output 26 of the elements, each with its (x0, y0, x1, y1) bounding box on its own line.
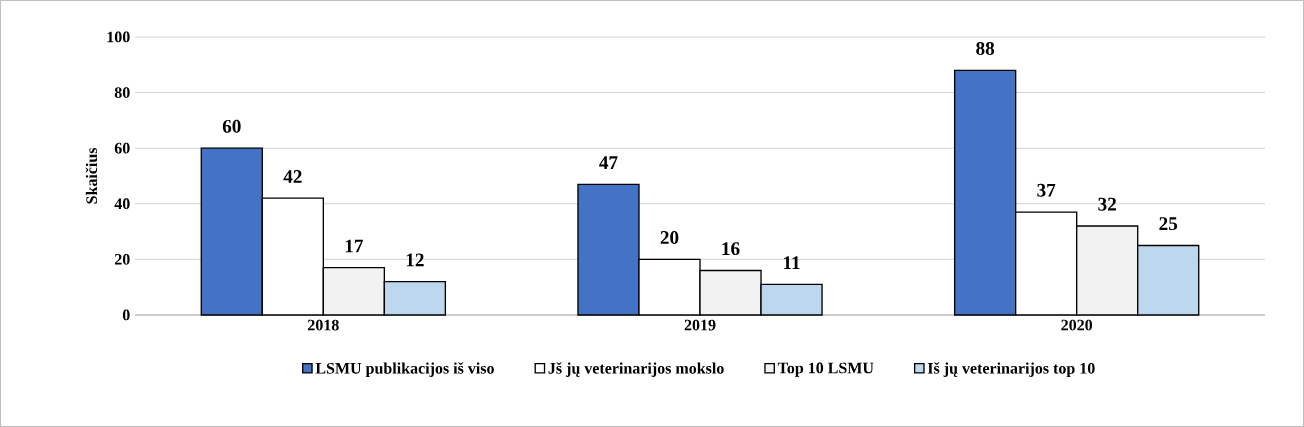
x-tick-label: 2018 (308, 319, 339, 331)
y-tick-label: 60 (114, 142, 130, 154)
y-tick-label: 80 (114, 87, 130, 98)
data-label: 11 (784, 256, 800, 270)
legend-label: Top 10 LSMU (777, 362, 874, 377)
data-label: 47 (599, 156, 618, 169)
legend-label: Jš jų veterinarijos mokslo (548, 362, 724, 377)
data-label: 60 (222, 119, 241, 133)
legend-label: LSMU publikacijos iš viso (315, 362, 494, 377)
y-tick-label: 100 (107, 31, 130, 43)
data-label: 88 (976, 42, 995, 55)
x-tick-label: 2020 (1061, 319, 1093, 331)
legend-label: Iš jų veterinarijos top 10 (927, 362, 1095, 377)
data-label: 25 (1159, 217, 1178, 231)
data-label: 16 (722, 242, 740, 256)
x-tick-label: 2019 (684, 319, 716, 331)
y-tick-label: 20 (114, 253, 130, 265)
y-axis-title: Skaičius (85, 147, 98, 204)
data-label: 12 (406, 253, 424, 267)
data-label: 37 (1037, 183, 1056, 197)
data-label: 20 (660, 231, 679, 245)
data-label: 32 (1098, 197, 1116, 211)
y-tick-label: 40 (114, 198, 130, 210)
y-tick-label: 0 (122, 309, 130, 321)
data-label: 17 (345, 239, 363, 253)
data-label: 42 (283, 170, 302, 183)
